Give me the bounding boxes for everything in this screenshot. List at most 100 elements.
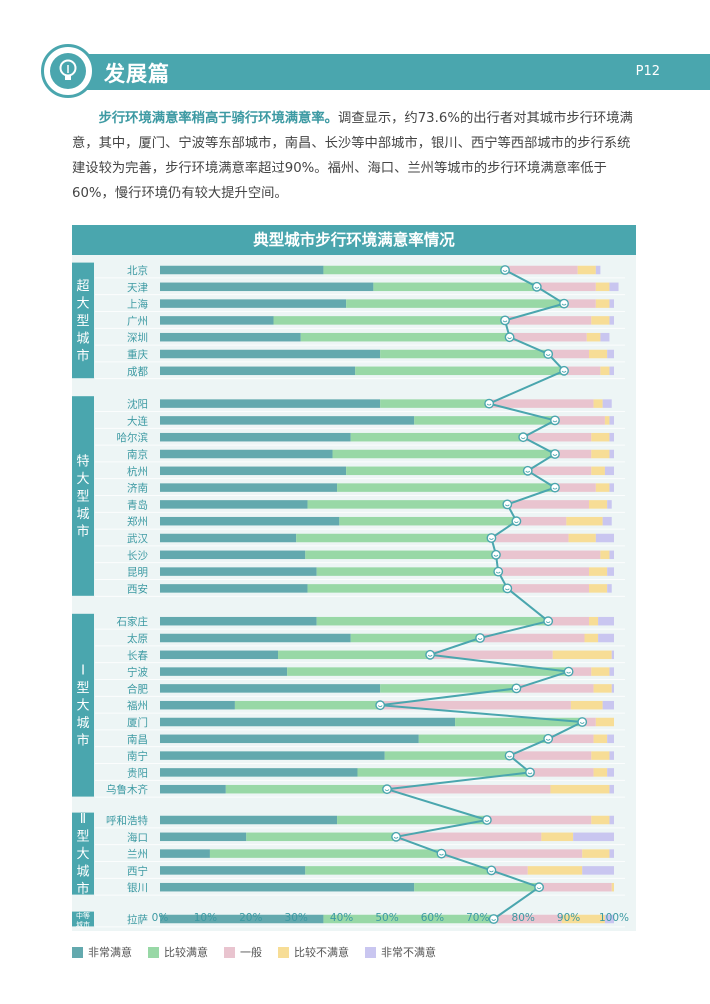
bar-segment — [589, 616, 599, 626]
smiley-marker — [502, 583, 513, 594]
smiley-mouth — [377, 705, 383, 708]
city-label: 上海 — [127, 298, 148, 311]
smiley-marker — [504, 332, 515, 343]
city-label: 宁波 — [127, 666, 148, 679]
smiley-mouth — [545, 353, 551, 356]
smiley-mouth — [520, 437, 526, 440]
group-label-char: 大 — [76, 296, 89, 311]
bar-segment — [495, 550, 601, 560]
smiley-marker — [511, 683, 522, 694]
bar-segment — [591, 432, 610, 442]
smiley-mouth — [439, 853, 444, 856]
bar-segment — [160, 332, 301, 342]
bar-segment — [160, 751, 385, 760]
bar-segment — [160, 550, 306, 560]
bar-segment — [609, 667, 614, 676]
bar-segment — [568, 533, 596, 543]
bar-segment — [430, 650, 553, 660]
intro-paragraph: 步行环境满意率稍高于骑行环境满意率。调查显示，约73.6%的出行者对其城市步行环… — [72, 106, 638, 206]
legend-label: 非常不满意 — [381, 946, 436, 959]
bar-segment — [509, 332, 587, 342]
bar-segment — [564, 299, 596, 308]
group-label-char: 大 — [76, 847, 89, 862]
bar-segment — [505, 265, 578, 275]
group-label-bar — [72, 812, 94, 895]
header-bar — [60, 54, 710, 90]
bar-segment — [323, 914, 494, 924]
legend-label: 一般 — [240, 946, 262, 959]
bar-segment — [586, 332, 601, 342]
city-label: 兰州 — [127, 848, 148, 861]
smiley-marker — [500, 315, 510, 326]
group-label-char: Ⅰ — [81, 664, 85, 679]
smiley-mouth — [561, 370, 567, 373]
legend-label: 比较不满意 — [294, 946, 349, 959]
smiley-marker — [534, 882, 544, 893]
legend-label: 非常满意 — [88, 946, 132, 959]
smiley-marker — [550, 415, 560, 426]
bar-segment — [300, 332, 510, 342]
smiley-mouth — [486, 403, 492, 406]
bar-segment — [591, 466, 605, 476]
smiley-marker — [522, 465, 533, 476]
page-number: P12 — [635, 64, 660, 79]
bar-segment — [591, 751, 610, 760]
smiley-mouth — [489, 537, 494, 540]
smiley-mouth — [484, 819, 490, 822]
bar-segment — [160, 416, 415, 425]
bar-segment — [418, 734, 549, 744]
bar-segment — [589, 349, 608, 359]
bar-segment — [160, 349, 381, 359]
section-title: 发展篇 — [104, 62, 170, 86]
bar-segment — [593, 399, 603, 408]
bar-segment — [591, 316, 610, 325]
bar-segment — [160, 366, 356, 376]
smiley-mouth — [579, 721, 585, 724]
bar-segment — [600, 550, 610, 560]
bar-segment — [160, 815, 338, 825]
group-label-char: 市 — [76, 733, 89, 749]
x-tick-label: 20% — [239, 912, 262, 924]
smiley-marker — [518, 432, 529, 443]
bar-segment — [607, 768, 614, 777]
bar-segment — [380, 349, 549, 359]
bar-segment — [609, 316, 614, 325]
bar-segment — [541, 832, 574, 842]
smiley-marker — [382, 784, 392, 795]
smiley-mouth — [507, 755, 512, 758]
bar-segment — [160, 784, 226, 794]
city-label: 南昌 — [127, 733, 148, 746]
city-label: 拉萨 — [127, 913, 148, 926]
city-label: 西安 — [127, 582, 148, 595]
smiley-mouth — [545, 738, 551, 741]
city-label: 天津 — [127, 282, 148, 294]
x-tick-label: 0% — [152, 912, 169, 924]
bar-segment — [609, 483, 614, 492]
bar-segment — [591, 449, 610, 459]
bar-segment — [380, 700, 571, 710]
bar-segment — [554, 449, 592, 459]
city-label: 成都 — [127, 366, 148, 378]
bar-segment — [273, 316, 506, 325]
smiley-mouth — [491, 918, 497, 921]
bar-segment — [591, 815, 610, 825]
bar-segment — [498, 567, 590, 576]
smiley-marker — [488, 914, 499, 924]
bar-segment — [307, 500, 508, 509]
bar-segment — [554, 483, 596, 492]
group-label-char: 市 — [76, 348, 89, 364]
bar-segment — [609, 449, 614, 459]
bar-segment — [609, 299, 614, 308]
bar-segment — [609, 751, 614, 760]
group-label-char: 型 — [76, 314, 89, 329]
smiley-mouth — [536, 887, 542, 890]
bar-segment — [507, 584, 590, 593]
group-label-char: 城市 — [76, 920, 90, 929]
bar-segment — [160, 533, 297, 543]
smiley-mouth — [477, 637, 483, 640]
group-label-bar — [72, 613, 94, 797]
bar-segment — [595, 282, 610, 292]
bar-segment — [516, 516, 567, 526]
city-label: 银川 — [127, 881, 148, 894]
